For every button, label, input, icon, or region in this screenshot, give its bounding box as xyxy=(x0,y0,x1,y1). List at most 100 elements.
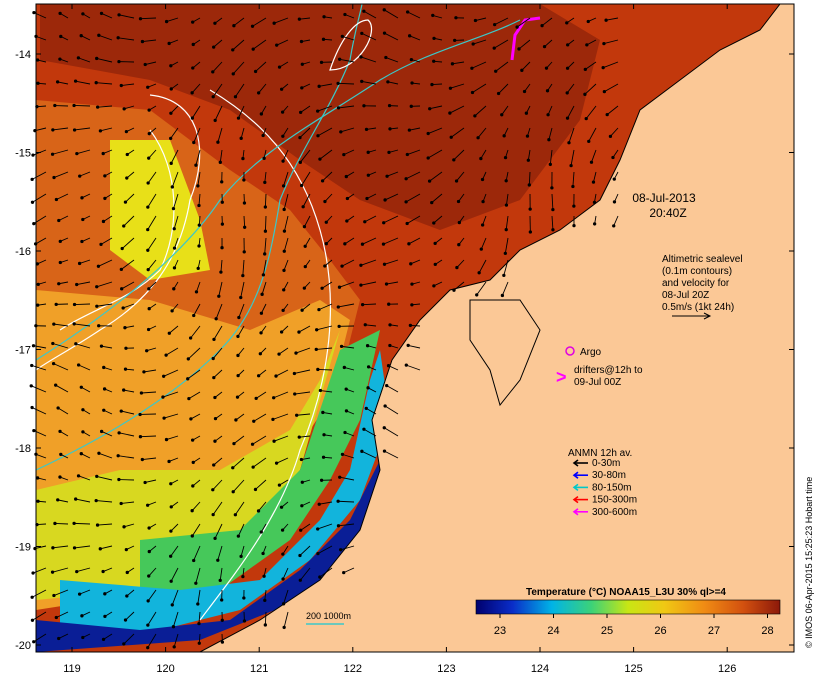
velocity-arrowhead xyxy=(124,346,128,350)
velocity-arrowhead xyxy=(279,330,284,334)
velocity-arrowhead xyxy=(233,95,238,99)
velocity-arrowhead xyxy=(94,498,98,503)
velocity-arrow xyxy=(505,215,509,230)
velocity-arrowhead xyxy=(362,427,366,431)
velocity-arrowhead xyxy=(169,136,173,141)
velocity-arrowhead xyxy=(263,598,267,602)
velocity-arrowhead xyxy=(298,553,302,558)
velocity-arrowhead xyxy=(565,91,569,95)
velocity-arrow xyxy=(316,325,333,331)
velocity-arrowhead xyxy=(73,79,78,83)
velocity-arrowhead xyxy=(95,56,99,61)
velocity-arrow xyxy=(252,457,267,468)
velocity-arrowhead xyxy=(57,282,61,286)
velocity-arrowhead xyxy=(30,177,34,182)
velocity-arrowhead xyxy=(572,224,576,228)
velocity-arrow xyxy=(163,369,179,377)
velocity-arrowhead xyxy=(58,429,62,434)
velocity-arrow xyxy=(198,193,201,206)
velocity-arrowhead xyxy=(281,552,285,556)
velocity-arrowhead xyxy=(79,385,83,389)
velocity-arrowhead xyxy=(124,547,128,552)
velocity-arrow xyxy=(295,347,311,354)
velocity-arrowhead xyxy=(316,134,320,138)
velocity-arrowhead xyxy=(191,460,195,465)
velocity-arrow xyxy=(98,259,113,267)
velocity-arrow xyxy=(301,303,311,311)
velocity-arrowhead xyxy=(612,224,616,228)
velocity-arrow xyxy=(74,303,91,305)
velocity-arrowhead xyxy=(315,328,319,332)
velocity-arrow xyxy=(147,237,157,251)
velocity-arrow xyxy=(431,193,443,203)
velocity-arrow xyxy=(603,39,619,45)
velocity-arrowhead xyxy=(140,457,144,462)
velocity-arrowhead xyxy=(123,367,128,371)
velocity-arrow xyxy=(364,215,377,223)
velocity-arrow xyxy=(125,193,135,203)
velocity-arrow xyxy=(343,149,355,156)
velocity-arrowhead xyxy=(385,174,389,178)
timestamp-time: 20:40Z xyxy=(649,206,686,220)
velocity-arrowhead xyxy=(241,156,245,161)
sst-yellow-south xyxy=(36,330,340,600)
velocity-arrow xyxy=(212,61,223,73)
velocity-arrow xyxy=(319,83,333,87)
velocity-arrow xyxy=(366,193,377,199)
velocity-arrowhead xyxy=(59,34,63,39)
velocity-arrowhead xyxy=(190,534,194,538)
velocity-arrow xyxy=(237,325,245,337)
velocity-arrowhead xyxy=(250,442,255,446)
velocity-arrow xyxy=(118,455,135,459)
velocity-arrowhead xyxy=(317,84,321,88)
velocity-arrow xyxy=(214,105,223,121)
velocity-arrow xyxy=(214,523,223,539)
velocity-arrow xyxy=(384,259,399,265)
velocity-arrow xyxy=(276,457,289,464)
velocity-arrowhead xyxy=(58,260,62,265)
velocity-arrowhead xyxy=(147,108,151,112)
colorbar xyxy=(475,599,781,615)
velocity-arrow xyxy=(387,81,399,85)
velocity-arrow xyxy=(187,369,201,380)
velocity-arrow xyxy=(360,281,377,286)
velocity-arrowhead xyxy=(239,554,243,559)
velocity-arrow xyxy=(384,32,399,41)
argo-label: Argo xyxy=(580,347,602,358)
y-tick-label: -20 xyxy=(15,640,31,652)
velocity-arrowhead xyxy=(426,156,430,160)
altimetry-line-1: Altimetric sealevel xyxy=(662,254,743,265)
velocity-arrowhead xyxy=(452,158,456,162)
velocity-arrowhead xyxy=(427,179,432,183)
velocity-arrow xyxy=(174,237,179,249)
velocity-arrow xyxy=(361,80,377,85)
velocity-arrow xyxy=(233,17,245,27)
velocity-arrow xyxy=(121,259,135,270)
velocity-arrowhead xyxy=(233,513,237,517)
velocity-arrow xyxy=(450,127,465,138)
velocity-arrowhead xyxy=(504,228,508,232)
argo-icon xyxy=(565,346,575,356)
velocity-arrow xyxy=(122,303,135,309)
velocity-arrow xyxy=(593,171,597,183)
velocity-arrow xyxy=(566,83,575,94)
velocity-arrowhead xyxy=(592,222,597,226)
x-tick-label: 119 xyxy=(63,663,81,675)
velocity-arrowhead xyxy=(220,200,224,204)
velocity-arrowhead xyxy=(282,229,287,233)
velocity-arrow xyxy=(142,39,157,43)
velocity-arrowhead xyxy=(295,413,299,417)
velocity-arrowhead xyxy=(143,62,147,67)
velocity-arrowhead xyxy=(515,25,519,29)
velocity-arrowhead xyxy=(366,173,370,177)
velocity-arrow xyxy=(98,452,113,459)
velocity-arrow xyxy=(96,58,113,63)
velocity-arrow xyxy=(220,259,223,273)
velocity-arrowhead xyxy=(318,157,322,161)
velocity-arrowhead xyxy=(504,179,508,183)
velocity-arrow xyxy=(140,17,157,20)
velocity-arrowhead xyxy=(524,111,529,115)
velocity-arrow xyxy=(235,83,245,97)
velocity-arrow xyxy=(283,193,289,210)
velocity-arrowhead xyxy=(430,200,434,205)
